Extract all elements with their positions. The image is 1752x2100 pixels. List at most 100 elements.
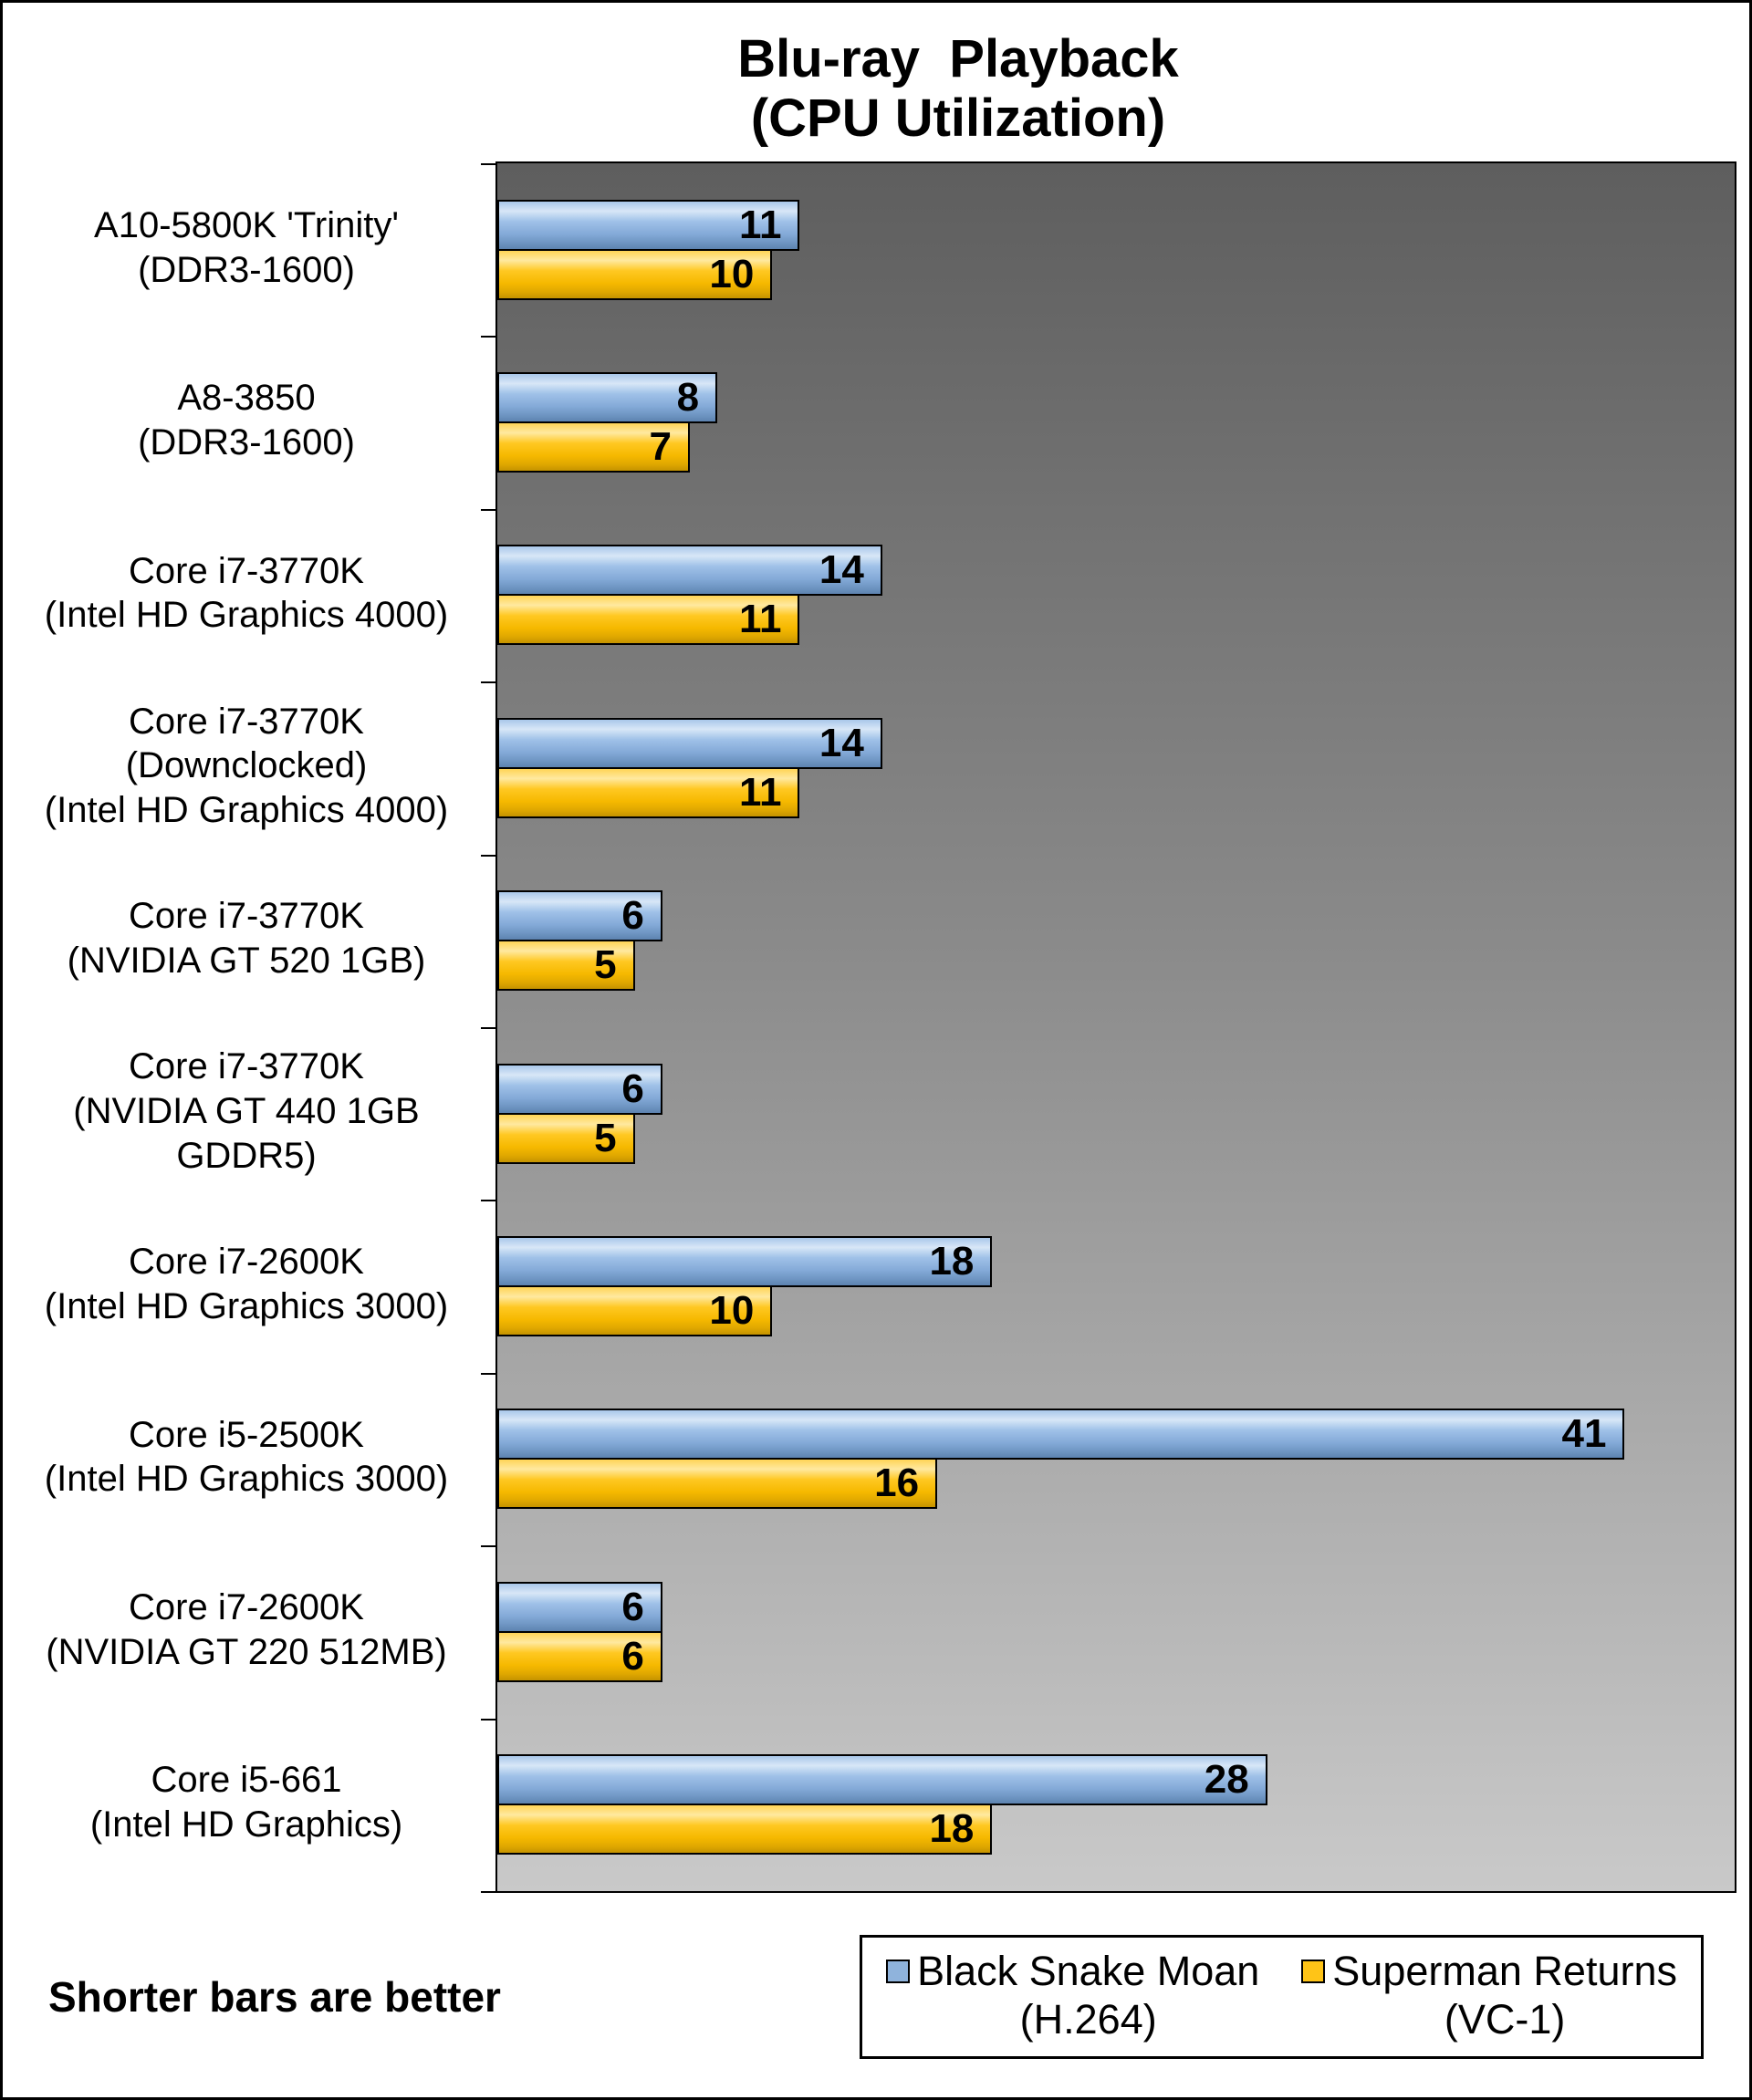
category-label-line: Core i7-3770K: [129, 550, 364, 591]
axis-tick: [481, 1200, 495, 1202]
category-label: A10-5800K 'Trinity' (DDR3-1600): [3, 161, 495, 334]
category-label: Core i7-3770K (Downclocked) (Intel HD Grap…: [3, 680, 495, 852]
category-label-text: Core i7-3770K (Downclocked) (Intel HD Grap…: [45, 700, 448, 833]
category-label-line: (NVIDIA GT 440 1GB: [73, 1091, 420, 1132]
category-label-text: Core i7-3770K (Intel HD Graphics 4000): [45, 549, 448, 639]
legend-label-line: Black Snake Moan: [917, 1947, 1260, 1994]
category-label-line: Core i7-3770K: [129, 1046, 364, 1087]
bar-value-label: 11: [738, 202, 782, 247]
category-label-line: GDDR5): [176, 1136, 317, 1177]
legend-swatch-yellow: [1301, 1959, 1326, 1983]
bar-value-label: 5: [594, 942, 617, 988]
category-label-text: Core i7-3770K (NVIDIA GT 520 1GB): [68, 894, 426, 983]
axis-tick: [481, 1372, 495, 1375]
bar-h264: 11: [497, 199, 800, 251]
chart-row: 14 11: [497, 681, 1735, 854]
category-label: Core i7-2600K (Intel HD Graphics 3000): [3, 1198, 495, 1370]
category-label: Core i7-3770K (NVIDIA GT 520 1GB): [3, 853, 495, 1025]
chart-footer: Shorter bars are better Black Snake Moan…: [3, 1934, 1749, 2060]
category-label-text: Core i7-3770K (NVIDIA GT 440 1GB GDDR5): [73, 1045, 419, 1178]
category-label-line: (NVIDIA GT 220 512MB): [46, 1631, 447, 1672]
category-label-text: A10-5800K 'Trinity' (DDR3-1600): [94, 203, 399, 293]
category-axis-labels: A10-5800K 'Trinity' (DDR3-1600) A8-3850 (DD…: [3, 161, 495, 1889]
category-label-line: (Downclocked): [125, 745, 368, 786]
bar-value-label: 14: [819, 720, 864, 765]
chart-title: Blu-ray Playback (CPU Utilization): [3, 3, 1749, 149]
bar-value-label: 41: [1561, 1411, 1607, 1457]
category-label-line: Core i5-2500K: [129, 1414, 364, 1455]
bar-h264: 28: [497, 1754, 1267, 1806]
chart-row: 41 16: [497, 1373, 1735, 1545]
bar-vc1: 10: [497, 248, 773, 300]
category-label-line: Core i7-2600K: [129, 1242, 364, 1283]
category-label-line: A10-5800K 'Trinity': [94, 204, 399, 245]
chart-title-line2: (CPU Utilization): [750, 88, 1166, 148]
legend-label-line: (VC-1): [1444, 1996, 1566, 2043]
category-label: A8-3850 (DDR3-1600): [3, 334, 495, 506]
bar-h264: 14: [497, 717, 882, 769]
bar-vc1: 5: [497, 1112, 635, 1164]
bar-vc1: 5: [497, 940, 635, 992]
bar-vc1: 10: [497, 1285, 773, 1337]
legend-label-line: Superman Returns: [1332, 1947, 1677, 1994]
bar-value-label: 6: [621, 1066, 644, 1111]
axis-tick: [481, 1026, 495, 1029]
axis-tick: [481, 1890, 495, 1893]
chart-row: 14 11: [497, 509, 1735, 681]
bar-value-label: 6: [621, 893, 644, 939]
category-label-text: A8-3850 (DDR3-1600): [138, 376, 355, 465]
category-label-line: (NVIDIA GT 520 1GB): [67, 941, 426, 982]
chart-area: A10-5800K 'Trinity' (DDR3-1600) A8-3850 (DD…: [3, 161, 1736, 1893]
bar-value-label: 10: [709, 1288, 755, 1334]
category-label-line: (Intel HD Graphics 3000): [44, 1459, 449, 1500]
bar-h264: 6: [497, 1063, 662, 1115]
bar-value-label: 6: [621, 1633, 644, 1679]
category-label-line: Core i7-3770K: [129, 701, 364, 742]
category-label-text: Core i5-2500K (Intel HD Graphics 3000): [45, 1413, 448, 1502]
legend-swatch-blue: [886, 1959, 911, 1983]
bar-vc1: 18: [497, 1804, 993, 1856]
category-label-line: (Intel HD Graphics 3000): [44, 1286, 449, 1327]
bar-value-label: 16: [874, 1461, 920, 1506]
legend-label: Superman Returns (VC-1): [1332, 1947, 1677, 2043]
category-label-line: (DDR3-1600): [138, 249, 355, 290]
category-label: Core i7-3770K (NVIDIA GT 440 1GB GDDR5): [3, 1025, 495, 1198]
axis-tick: [481, 854, 495, 857]
category-label-text: Core i7-2600K (Intel HD Graphics 3000): [45, 1240, 448, 1329]
category-label-text: Core i5-661 (Intel HD Graphics): [90, 1758, 402, 1847]
category-label-line: Core i7-3770K: [129, 896, 364, 937]
category-label-line: (DDR3-1600): [138, 422, 355, 463]
bar-vc1: 16: [497, 1458, 938, 1510]
category-label-line: (Intel HD Graphics 4000): [44, 595, 449, 636]
axis-tick: [481, 1718, 495, 1721]
plot-area: 11 10 8 7 14 11 14 11 6 5 6 5 18 10 41 16 6 6 28 18: [481, 161, 1736, 1893]
chart-row: 11 10: [497, 163, 1735, 336]
axis-tick: [481, 1545, 495, 1548]
bar-vc1: 11: [497, 766, 800, 818]
bar-value-label: 10: [709, 251, 755, 296]
legend: Black Snake Moan (H.264) Superman Returns(…: [860, 1934, 1704, 2060]
bar-value-label: 18: [929, 1806, 975, 1852]
category-label-line: (Intel HD Graphics 4000): [44, 790, 449, 831]
bar-value-label: 5: [594, 1115, 617, 1160]
bar-h264: 6: [497, 890, 662, 942]
chart-row: 18 10: [497, 1200, 1735, 1372]
category-label-line: Core i7-2600K: [129, 1587, 364, 1628]
legend-item: Superman Returns (VC-1): [1301, 1947, 1677, 2043]
bar-h264: 41: [497, 1409, 1625, 1461]
category-label: Core i7-2600K (NVIDIA GT 220 512MB): [3, 1544, 495, 1716]
category-label-text: Core i7-2600K (NVIDIA GT 220 512MB): [46, 1585, 446, 1675]
category-label-line: A8-3850: [177, 378, 316, 419]
note-shorter-bars: Shorter bars are better: [48, 1973, 501, 2021]
axis-tick: [481, 162, 495, 165]
legend-label-line: (H.264): [1019, 1996, 1157, 2043]
category-label-line: Core i5-661: [151, 1760, 342, 1801]
axis-tick: [481, 508, 495, 511]
bar-value-label: 28: [1204, 1757, 1249, 1803]
chart-title-line1: Blu-ray Playback: [737, 29, 1179, 88]
